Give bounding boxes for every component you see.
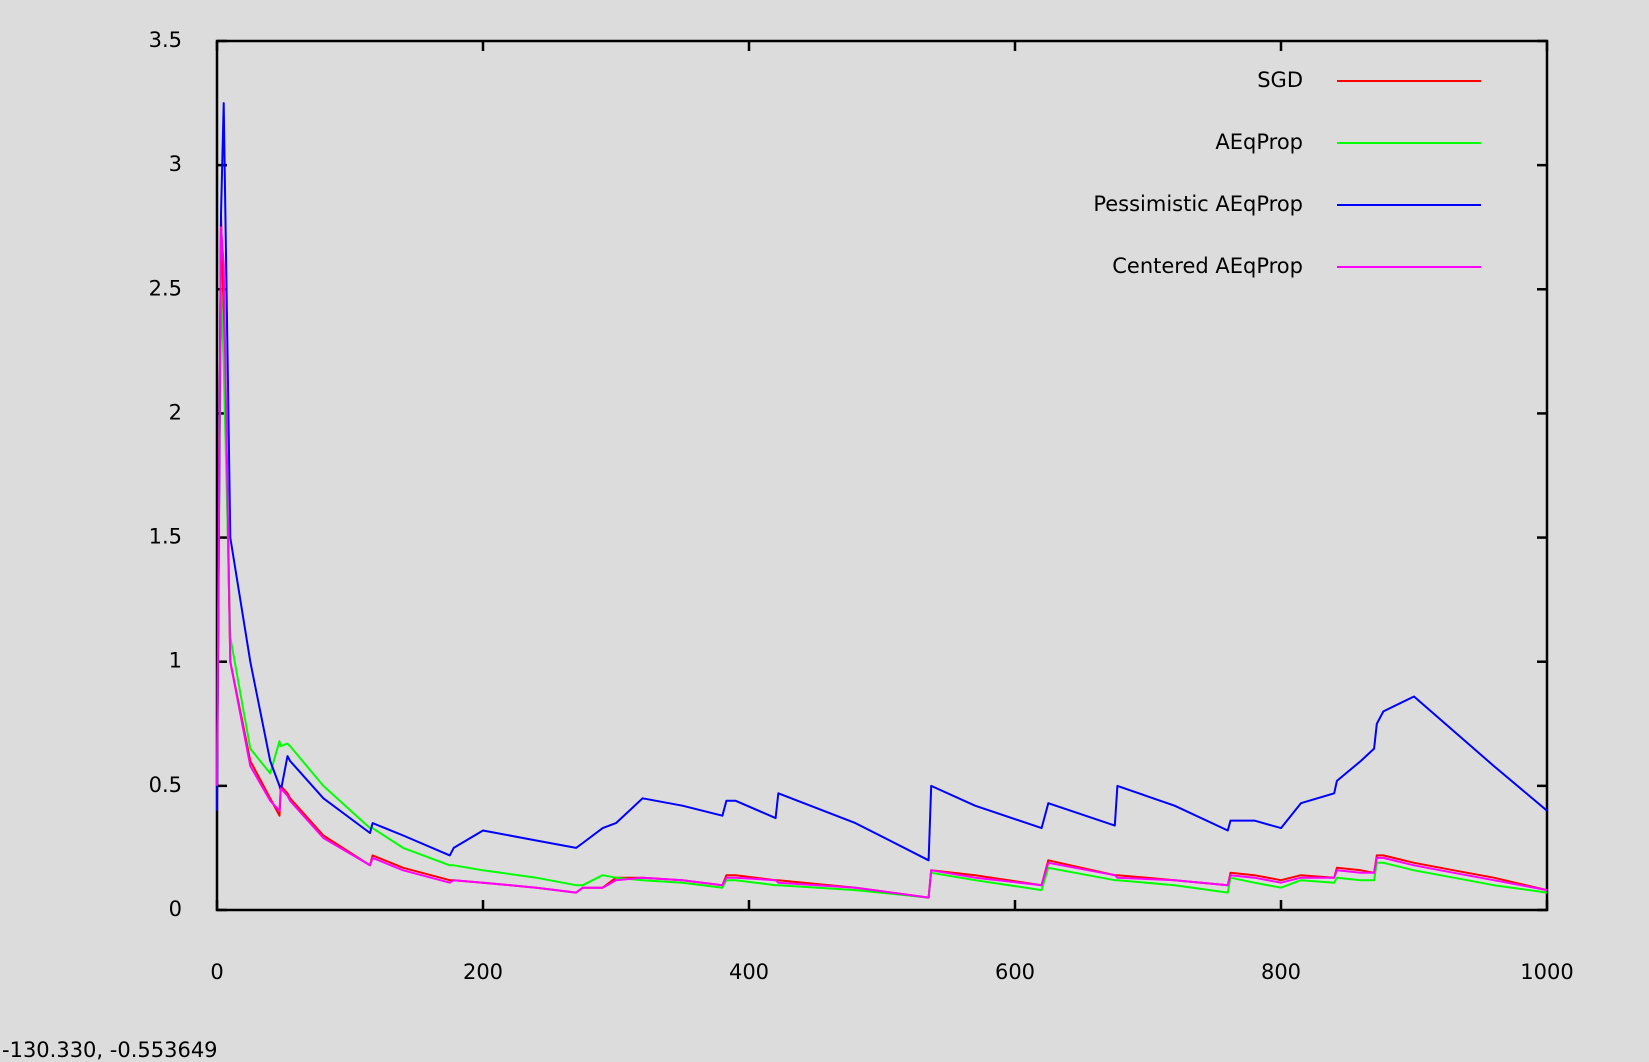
legend-label: AEqProp: [1215, 130, 1303, 154]
series-line: [216, 226, 1548, 899]
x-tick-label: 800: [1261, 960, 1301, 984]
y-tick-label: 0.5: [149, 773, 182, 797]
x-tick-label: 1000: [1520, 960, 1573, 984]
y-tick-label: 0: [169, 897, 182, 921]
y-tick-label: 1.5: [149, 525, 182, 549]
series-line: [216, 102, 1548, 862]
legend-label: SGD: [1257, 68, 1303, 92]
x-tick-label: 400: [729, 960, 769, 984]
series-line: [216, 288, 1548, 899]
y-tick-label: 2.5: [149, 276, 182, 300]
y-tick-label: 3: [169, 152, 182, 176]
legend-label: Centered AEqProp: [1112, 254, 1303, 278]
x-tick-label: 600: [995, 960, 1035, 984]
y-tick-label: 1: [169, 649, 182, 673]
status-text: -130.330, -0.553649: [2, 1038, 218, 1062]
x-tick-label: 200: [463, 960, 503, 984]
x-tick-label: 0: [210, 960, 223, 984]
y-tick-label: 2: [169, 400, 182, 424]
y-tick-label: 3.5: [149, 28, 182, 52]
plot-frame: [215, 39, 1549, 912]
legend-label: Pessimistic AEqProp: [1093, 192, 1303, 216]
